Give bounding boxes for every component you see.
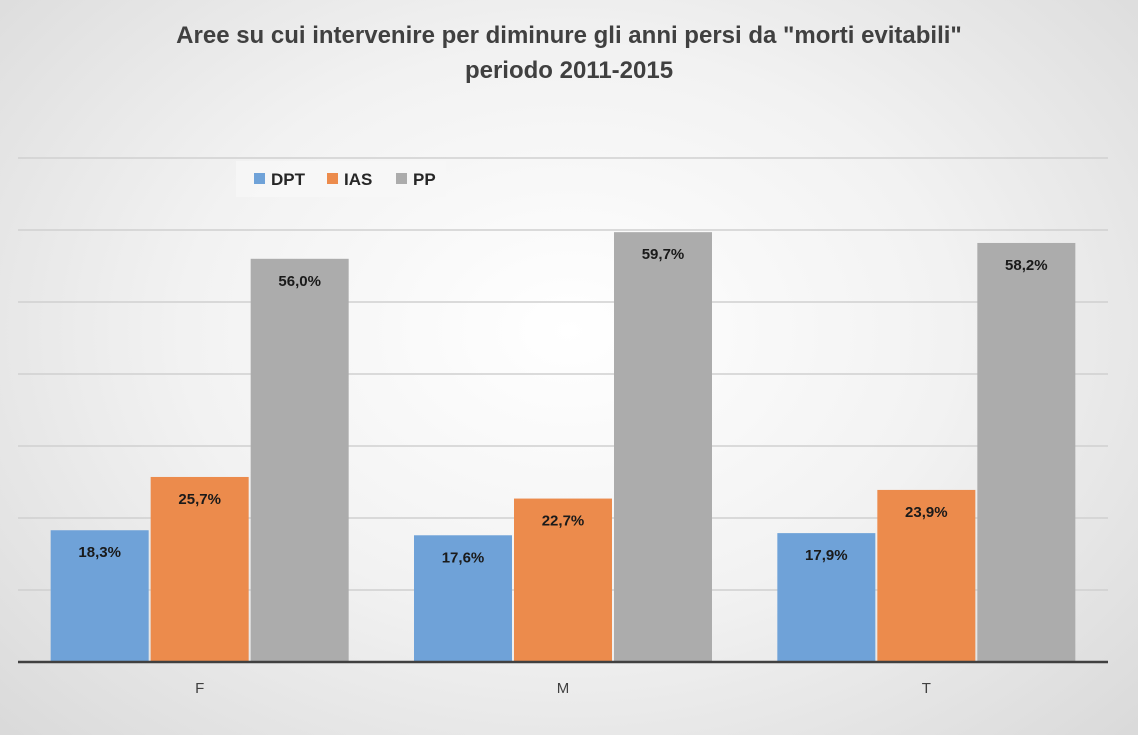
data-label-dpt-t: 17,9% bbox=[805, 547, 848, 564]
bar-dpt-f bbox=[50, 530, 149, 662]
legend-swatch-pp bbox=[396, 173, 407, 184]
data-label-dpt-m: 17,6% bbox=[442, 549, 485, 566]
chart-title: Aree su cui intervenire per diminure gli… bbox=[176, 22, 962, 49]
bar-pp-f bbox=[250, 258, 349, 662]
legend-background bbox=[236, 161, 446, 197]
bar-ias-f bbox=[150, 476, 249, 662]
legend-label-pp: PP bbox=[413, 170, 436, 189]
category-label-m: M bbox=[557, 680, 570, 697]
bar-pp-t bbox=[977, 242, 1076, 662]
data-label-pp-m: 59,7% bbox=[642, 246, 685, 263]
data-label-ias-f: 25,7% bbox=[178, 491, 221, 508]
bar-ias-t bbox=[877, 489, 976, 662]
category-label-t: T bbox=[922, 680, 931, 697]
legend: DPT IAS PP bbox=[236, 161, 446, 197]
data-label-pp-f: 56,0% bbox=[278, 273, 321, 290]
data-label-pp-t: 58,2% bbox=[1005, 257, 1048, 274]
category-label-f: F bbox=[195, 680, 204, 697]
data-label-dpt-f: 18,3% bbox=[78, 544, 121, 561]
bar-ias-m bbox=[514, 498, 612, 662]
legend-swatch-dpt bbox=[254, 173, 265, 184]
data-label-ias-t: 23,9% bbox=[905, 504, 948, 521]
data-label-ias-m: 22,7% bbox=[542, 513, 585, 530]
bars bbox=[50, 232, 1076, 662]
legend-label-dpt: DPT bbox=[271, 170, 306, 189]
bar-pp-m bbox=[614, 232, 712, 662]
bar-dpt-m bbox=[414, 535, 512, 662]
data-labels: 18,3% 25,7% 56,0% 17,6% 22,7% 59,7% 17,9% 23,9%… bbox=[78, 246, 1047, 566]
legend-label-ias: IAS bbox=[344, 170, 372, 189]
bar-dpt-t bbox=[777, 533, 876, 662]
legend-swatch-ias bbox=[327, 173, 338, 184]
chart-subtitle: periodo 2011-2015 bbox=[465, 57, 673, 84]
